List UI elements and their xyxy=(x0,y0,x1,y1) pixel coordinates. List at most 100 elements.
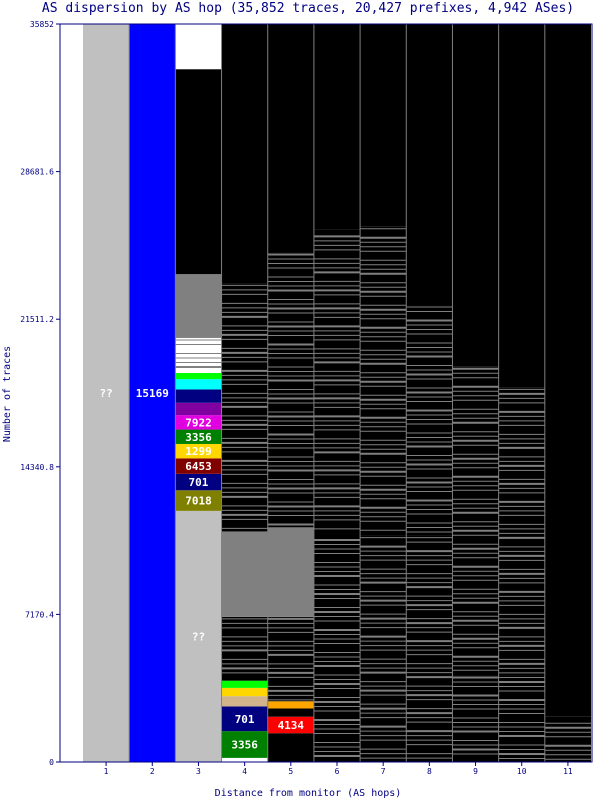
segment-as-hop-5 xyxy=(267,708,314,717)
segment-701-hop-4 xyxy=(221,706,268,732)
segment-as-hop-5 xyxy=(267,616,314,702)
stripe-group xyxy=(452,676,499,755)
x-axis-label: Distance from monitor (AS hops) xyxy=(215,788,402,799)
segment-label: ?? xyxy=(99,387,112,400)
plot-frame xyxy=(59,23,593,763)
segment-label: 15169 xyxy=(136,387,169,400)
segment-as-hop-6 xyxy=(313,24,361,230)
segment-3356-hop-4 xyxy=(221,731,268,758)
y-tick-label: 0 xyxy=(49,758,54,767)
x-tick-label: 4 xyxy=(242,767,247,776)
column-7 xyxy=(360,24,407,762)
y-tick-label: 14340.8 xyxy=(20,463,54,472)
segment-as-hop-5 xyxy=(267,733,314,762)
stripe-group xyxy=(360,228,407,531)
segment-as-hop-10 xyxy=(498,675,545,762)
segment-as-hop-4 xyxy=(221,531,268,617)
segment-4134-hop-5 xyxy=(267,716,314,734)
column-11 xyxy=(544,24,591,762)
segment-as-hop-4 xyxy=(221,680,268,688)
segment-as-hop-3 xyxy=(175,389,222,403)
y-axis-label: Number of traces xyxy=(2,346,13,442)
x-tick-label: 6 xyxy=(335,767,340,776)
segment-as-hop-11 xyxy=(544,24,591,717)
stripe-group xyxy=(313,539,361,758)
stripe-group xyxy=(360,537,407,759)
segment-as-hop-5 xyxy=(267,24,314,253)
stripe-group xyxy=(221,618,268,674)
stripe-group xyxy=(313,235,361,530)
x-tick-label: 8 xyxy=(427,767,432,776)
segment-label: 3356 xyxy=(185,431,212,444)
segment-as-hop-6 xyxy=(313,229,361,534)
x-tick-label: 7 xyxy=(381,767,386,776)
x-tick-label: 10 xyxy=(517,767,527,776)
segment-as-hop-4 xyxy=(221,24,268,284)
segment-as-hop-4 xyxy=(221,616,268,681)
column-1: ?? xyxy=(83,24,130,762)
segment-label: 1299 xyxy=(185,445,212,458)
stripe-group xyxy=(175,339,222,368)
y-axis: 0 7170.4 14340.8 21511.2 28681.6 35852 xyxy=(20,20,60,767)
stripe-group xyxy=(406,306,453,533)
segment-label: 701 xyxy=(189,476,209,489)
segment-as-hop-3 xyxy=(175,69,222,275)
y-tick-label: 28681.6 xyxy=(20,168,54,177)
segment-7922-hop-3 xyxy=(175,415,222,430)
segment-3356-hop-3 xyxy=(175,429,222,444)
segment-as-hop-9 xyxy=(452,24,499,367)
segment-as-hop-3 xyxy=(175,402,222,416)
segment-as-hop-9 xyxy=(452,366,499,676)
x-tick-label: 2 xyxy=(150,767,155,776)
segment-as-hop-4 xyxy=(221,757,268,762)
y-tick-label: 35852 xyxy=(30,20,54,29)
stripe-group xyxy=(267,617,314,701)
segment-label: 701 xyxy=(235,713,255,726)
segment-as-hop-4 xyxy=(221,687,268,697)
column-9 xyxy=(452,24,499,762)
segment-as-hop-8 xyxy=(406,24,453,306)
x-tick-label: 11 xyxy=(563,767,573,776)
segment-6453-hop-3 xyxy=(175,458,222,474)
column-10 xyxy=(498,24,545,762)
column-2: 15169 xyxy=(129,24,176,762)
segment-as-hop-3 xyxy=(175,274,222,338)
stripe-group xyxy=(267,253,314,526)
stripe-group xyxy=(544,722,591,760)
y-tick-label: 7170.4 xyxy=(25,610,54,619)
x-tick-label: 1 xyxy=(104,767,109,776)
chart-title: AS dispersion by AS hop (35,852 traces, … xyxy=(42,1,574,16)
column-6 xyxy=(313,24,361,762)
segment-7018-hop-3 xyxy=(175,490,222,511)
segment-as-hop-10 xyxy=(498,387,545,676)
segment-label: 3356 xyxy=(231,739,258,752)
segment-as-hop-10 xyxy=(498,24,545,388)
segment-unknownunknown-hop-1 xyxy=(83,24,130,762)
segment-as-hop-5 xyxy=(267,701,314,709)
segment-as-hop-5 xyxy=(267,527,314,617)
stripe-group xyxy=(406,537,453,759)
segment-as-hop-8 xyxy=(406,535,453,762)
stripe-group xyxy=(452,367,499,671)
segment-label: ?? xyxy=(192,630,205,643)
segment-label: 7018 xyxy=(185,495,212,508)
segment-label: 6453 xyxy=(185,460,212,473)
segment-as-hop-3 xyxy=(175,372,222,380)
stripe-group xyxy=(498,677,545,760)
segment-as-hop-3 xyxy=(175,379,222,390)
column-4: 3356 701 xyxy=(221,24,268,762)
y-tick-label: 21511.2 xyxy=(20,315,54,324)
segment-as-hop-7 xyxy=(360,24,407,227)
x-tick-label: 9 xyxy=(473,767,478,776)
column-5: 4134 xyxy=(267,24,314,762)
x-axis: 1 2 3 4 5 6 7 8 9 10 11 xyxy=(104,762,573,776)
segment-15169-hop-2 xyxy=(129,24,176,762)
x-tick-label: 3 xyxy=(196,767,201,776)
segment-label: 7922 xyxy=(185,416,212,429)
stripe-group xyxy=(498,388,545,674)
segment-label: 4134 xyxy=(278,719,305,732)
segment-unknownunknown-hop-3 xyxy=(175,510,222,762)
